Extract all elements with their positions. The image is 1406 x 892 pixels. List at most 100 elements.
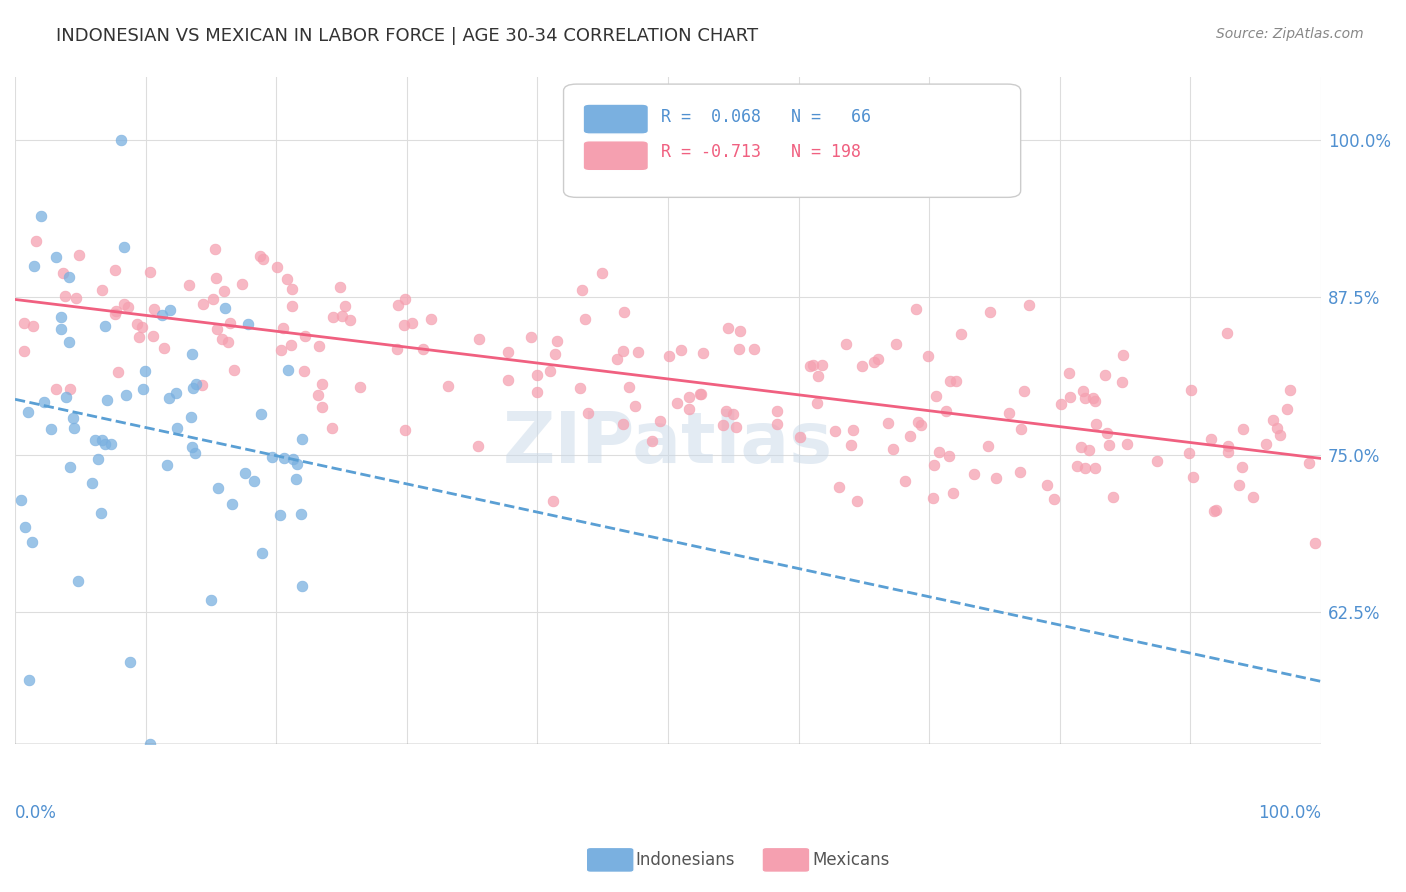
Point <box>617 380 640 394</box>
Point <box>728 343 751 357</box>
Point <box>412 343 434 357</box>
Point <box>1218 445 1240 459</box>
Point <box>986 471 1008 485</box>
Point <box>249 249 271 263</box>
Point <box>96 392 118 407</box>
Point <box>45 382 67 396</box>
Point <box>1074 461 1097 475</box>
Point <box>87 452 110 467</box>
Point <box>84 433 107 447</box>
Point <box>1043 492 1066 507</box>
Point <box>59 459 82 474</box>
Point <box>546 334 568 348</box>
Point <box>1112 348 1135 362</box>
Point <box>765 403 787 417</box>
Point <box>67 248 90 262</box>
Point <box>801 358 824 372</box>
Point <box>277 363 299 377</box>
Point <box>1177 446 1199 460</box>
Point <box>105 303 128 318</box>
Point <box>606 351 628 366</box>
Point <box>669 343 692 357</box>
Point <box>1036 478 1059 492</box>
Point <box>212 284 235 298</box>
Point <box>976 438 998 452</box>
Point <box>1059 390 1081 404</box>
Point <box>938 450 960 464</box>
Point <box>420 311 443 326</box>
Point <box>1265 421 1288 435</box>
Point <box>321 421 343 435</box>
Point <box>94 437 117 451</box>
Point <box>894 475 917 489</box>
Point <box>828 480 851 494</box>
Point <box>538 364 561 378</box>
Point <box>181 347 204 361</box>
Point <box>291 579 314 593</box>
Point <box>1261 413 1284 427</box>
Point <box>806 396 828 410</box>
Point <box>789 430 811 444</box>
Point <box>907 415 929 429</box>
Point <box>742 343 765 357</box>
Point <box>249 407 271 421</box>
Point <box>394 292 416 306</box>
Point <box>17 405 39 419</box>
Point <box>917 349 939 363</box>
Point <box>110 133 132 147</box>
Point <box>467 439 489 453</box>
Point <box>935 404 957 418</box>
Point <box>90 283 112 297</box>
Point <box>846 493 869 508</box>
Point <box>657 350 679 364</box>
Point <box>863 355 886 369</box>
Point <box>613 305 636 319</box>
Point <box>496 344 519 359</box>
Point <box>51 310 73 324</box>
Point <box>868 351 890 366</box>
Point <box>66 574 89 588</box>
Point <box>184 446 207 460</box>
Point <box>120 655 142 669</box>
Point <box>14 519 37 533</box>
Text: R = -0.713   N = 198: R = -0.713 N = 198 <box>661 143 862 161</box>
Point <box>571 283 593 297</box>
Point <box>626 345 648 359</box>
Point <box>692 346 714 360</box>
Point <box>721 407 744 421</box>
Point <box>62 410 84 425</box>
Point <box>143 301 166 316</box>
Point <box>949 326 972 341</box>
Point <box>1180 383 1202 397</box>
Point <box>13 343 35 358</box>
Point <box>876 416 898 430</box>
Point <box>269 508 291 522</box>
Point <box>882 442 904 457</box>
Point <box>624 399 647 413</box>
Point <box>150 308 173 322</box>
Point <box>107 365 129 379</box>
Point <box>666 395 689 409</box>
Point <box>1094 368 1116 382</box>
Point <box>63 421 86 435</box>
Point <box>979 305 1001 319</box>
Point <box>271 320 294 334</box>
Point <box>233 466 256 480</box>
Point <box>115 388 138 402</box>
Point <box>591 266 613 280</box>
Point <box>17 673 39 687</box>
Point <box>835 337 858 351</box>
Point <box>650 414 672 428</box>
Point <box>1230 460 1253 475</box>
Point <box>90 433 112 447</box>
Point <box>22 259 45 273</box>
Point <box>13 316 35 330</box>
Point <box>898 429 921 443</box>
Point <box>22 319 45 334</box>
Point <box>904 301 927 316</box>
Point <box>1303 535 1326 549</box>
Point <box>273 450 295 465</box>
FancyBboxPatch shape <box>583 141 648 170</box>
Point <box>53 289 76 303</box>
Point <box>311 401 333 415</box>
